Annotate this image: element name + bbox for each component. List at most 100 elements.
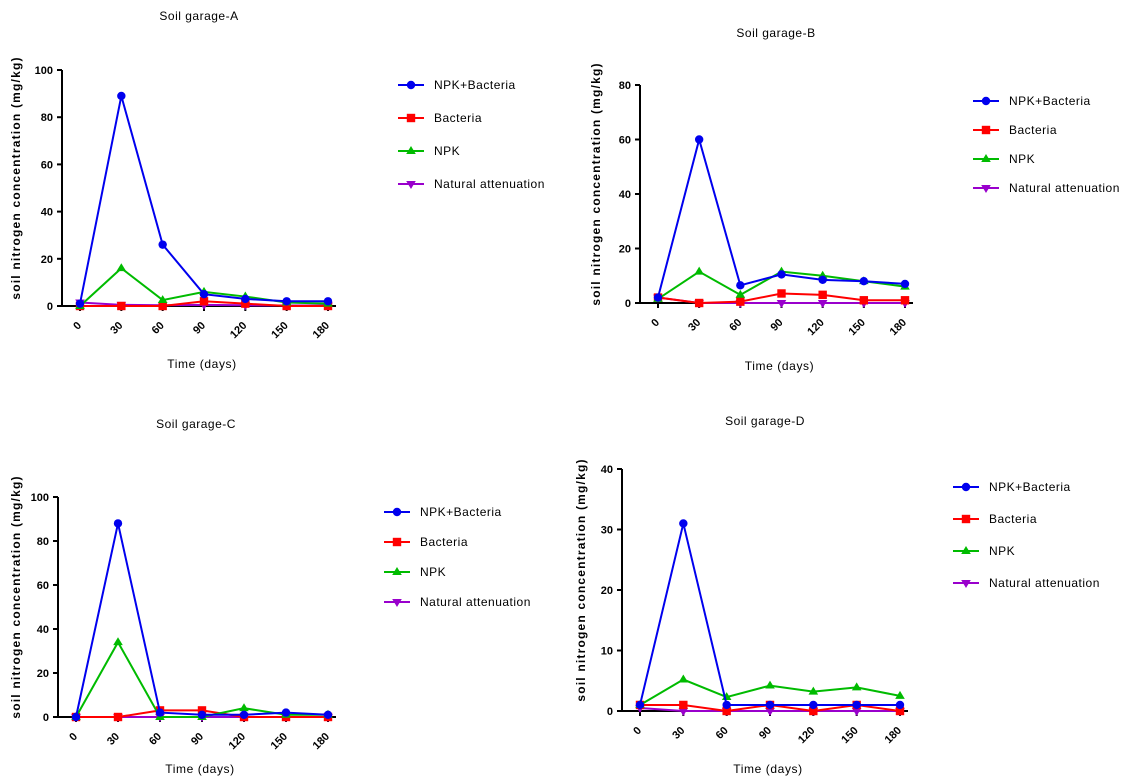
y-axis-label: soil nitrogen concentration (mg/kg) [9,56,23,299]
data-point-s2 [895,706,905,716]
chart-title: Soil garage-D [725,414,805,428]
y-tick-label: 60 [37,580,49,592]
data-point-s1 [859,277,869,286]
y-tick-label: 60 [619,135,631,147]
x-axis-label: Time (days) [745,359,815,373]
x-tick-label: 30 [108,320,125,337]
series-line-1 [639,523,900,706]
legend-marker [392,567,402,575]
y-tick-label: 100 [31,492,49,504]
data-point-s1 [199,290,209,299]
data-point-s4 [678,708,689,716]
data-point-s2 [777,289,786,298]
y-tick-label: 0 [607,706,613,718]
data-point-s3 [239,703,249,712]
data-point-s3 [851,682,862,691]
legend-marker [981,154,991,162]
data-point-s1 [809,700,818,710]
x-tick-label: 30 [686,317,703,334]
legend-entry: Bacteria [434,111,482,125]
y-tick-label: 80 [41,112,53,124]
y-tick-label: 40 [41,207,53,219]
data-point-s3 [694,266,704,275]
legend-marker [981,96,991,106]
legend-marker [406,181,416,189]
data-point-s1 [777,270,786,279]
data-point-s4 [765,708,775,716]
data-point-s3 [895,690,905,699]
data-point-s1 [155,708,165,717]
x-tick-label: 150 [269,320,290,341]
x-tick-label: 90 [189,731,206,748]
x-tick-label: 90 [191,320,208,337]
data-point-s3 [116,263,127,272]
legend-entry: NPK [1009,152,1035,166]
x-tick-label: 150 [839,725,860,746]
data-point-s2 [199,297,209,306]
data-point-s3 [678,674,689,683]
x-tick-label: 120 [228,320,249,341]
data-point-s3 [113,637,123,646]
data-point-s2 [859,296,869,305]
x-tick-label: 120 [805,317,826,338]
data-point-s1 [323,297,333,306]
legend-entry: NPK [989,544,1015,558]
data-point-s2 [282,301,291,311]
data-point-s3 [157,295,168,304]
series-line-3 [75,640,328,718]
y-tick-label: 10 [601,646,613,658]
legend-marker [961,514,971,524]
data-point-s1 [679,519,688,528]
data-point-s4 [851,708,862,716]
data-point-s1 [818,275,827,285]
data-point-s1 [895,700,905,710]
x-tick-label: 180 [888,317,909,338]
chart-panel-4: Soil garage-D 0 10 20 30 40 0 30 60 90 120 150 180 Ti… [574,414,1099,776]
x-tick-label: 90 [757,725,774,742]
data-point-s2 [900,296,910,305]
legend-entry: Natural attenuation [434,177,545,191]
y-axis-label: soil nitrogen concentration (mg/kg) [9,475,23,718]
x-axis-label: Time (days) [167,357,237,371]
data-point-s4 [776,300,787,308]
x-tick-label: 0 [67,731,80,744]
series-line-1 [75,523,329,718]
x-tick-label: 60 [727,317,744,334]
data-point-s1 [282,297,291,306]
legend-marker [961,546,971,554]
data-point-s1 [736,281,745,290]
x-tick-label: 30 [670,725,687,742]
legend-marker [392,537,402,547]
legend-entry: NPK [420,565,446,579]
chart-panel-2: Soil garage-B 0 20 40 60 80 0 30 60 90 120 150 180 Ti… [589,26,1119,373]
y-tick-label: 0 [625,298,631,310]
chart-title: Soil garage-C [156,417,236,431]
data-point-s1 [653,293,663,302]
y-tick-label: 80 [619,80,631,92]
x-tick-label: 120 [227,731,248,752]
legend-marker [392,599,402,607]
data-point-s2 [818,290,827,300]
x-tick-label: 60 [714,725,731,742]
legend-entry: Bacteria [989,512,1037,526]
legend-entry: Bacteria [420,535,468,549]
legend-marker [406,113,416,123]
y-tick-label: 20 [601,585,613,597]
y-tick-label: 20 [41,254,53,266]
y-tick-label: 30 [601,525,613,537]
data-point-s2 [722,706,731,716]
data-point-s1 [323,710,333,719]
legend-marker [961,580,971,588]
legend-marker [406,80,416,90]
data-point-s1 [635,700,645,710]
data-point-s3 [735,289,746,298]
chart-title: Soil garage-A [159,9,238,23]
legend-marker [981,125,991,135]
x-tick-label: 180 [883,725,904,746]
data-point-s2 [679,700,688,710]
legend-marker [392,507,402,517]
y-axis-label: soil nitrogen concentration (mg/kg) [574,458,588,701]
y-tick-label: 40 [601,464,613,476]
legend-entry: NPK+Bacteria [989,480,1071,494]
